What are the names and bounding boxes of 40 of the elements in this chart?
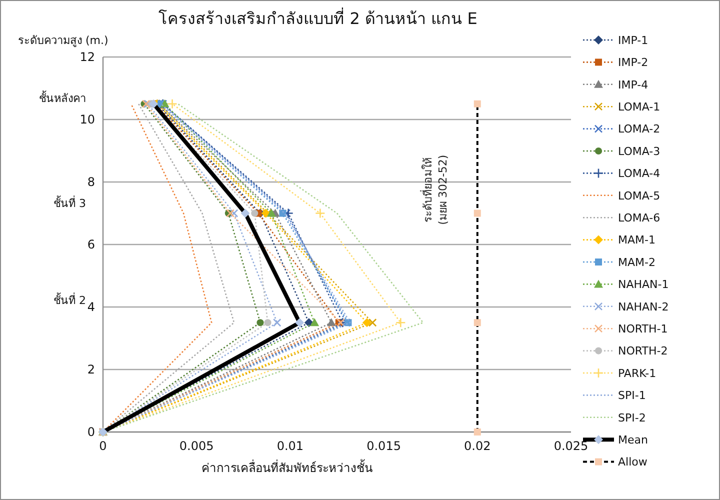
legend-label: LOMA-3 xyxy=(618,144,660,158)
legend-label: LOMA-4 xyxy=(618,167,660,180)
legend-label: LOMA-5 xyxy=(618,189,660,202)
legend-label: PARK-1 xyxy=(618,366,656,380)
y-tick-label: 2 xyxy=(87,362,95,377)
x-tick-label: 0.02 xyxy=(464,439,491,453)
y-tick-label: 0 xyxy=(87,425,95,440)
chart-title: โครงสร้างเสริมกำลังแบบที่ 2 ด้านหน้า แกน E xyxy=(158,7,478,28)
y-tick-label: 8 xyxy=(87,175,95,190)
legend-label: Allow xyxy=(618,456,648,469)
legend-label: Mean xyxy=(618,433,648,446)
legend-label: NAHAN-1 xyxy=(618,278,669,292)
y-tick-label: 12 xyxy=(80,50,95,64)
x-tick-label: 0 xyxy=(99,439,107,453)
legend-label: LOMA-2 xyxy=(618,122,660,136)
x-axis-title: ค่าการเคลื่อนที่สัมพัทธ์ระหว่างชั้น xyxy=(202,459,372,475)
y-tick-label: 10 xyxy=(80,112,95,127)
x-tick-label: 0.015 xyxy=(366,439,401,453)
y-axis-title: ระดับความสูง (m.) xyxy=(18,34,108,47)
legend-label: LOMA-6 xyxy=(618,211,660,224)
annotation: ระดับที่ยอมให้ (มยผ 302-52) xyxy=(419,154,450,225)
x-tick-label: 0.005 xyxy=(179,439,214,453)
legend-label: IMP-4 xyxy=(618,78,648,92)
legend-label: MAM-2 xyxy=(618,256,656,269)
legend-label: SPI-2 xyxy=(618,411,646,424)
legend-label: LOMA-1 xyxy=(618,100,660,114)
legend-label: SPI-1 xyxy=(618,389,646,402)
legend-label: NORTH-1 xyxy=(618,322,668,336)
legend-label: NORTH-2 xyxy=(618,344,668,358)
x-tick-label: 0.025 xyxy=(554,439,588,453)
text: ชั้นที่ 3 xyxy=(54,195,86,210)
y-tick-label: 6 xyxy=(87,238,95,252)
text: ชั้นหลังคา xyxy=(39,90,86,105)
x-tick-label: 0.01 xyxy=(276,439,304,453)
y-tick-label: 4 xyxy=(87,300,95,314)
text: ชั้นที่ 2 xyxy=(54,292,86,307)
legend-label: NAHAN-2 xyxy=(618,300,669,314)
legend-label: MAM-1 xyxy=(618,234,656,247)
legend-label: IMP-2 xyxy=(618,56,648,70)
legend-label: IMP-1 xyxy=(618,34,648,47)
